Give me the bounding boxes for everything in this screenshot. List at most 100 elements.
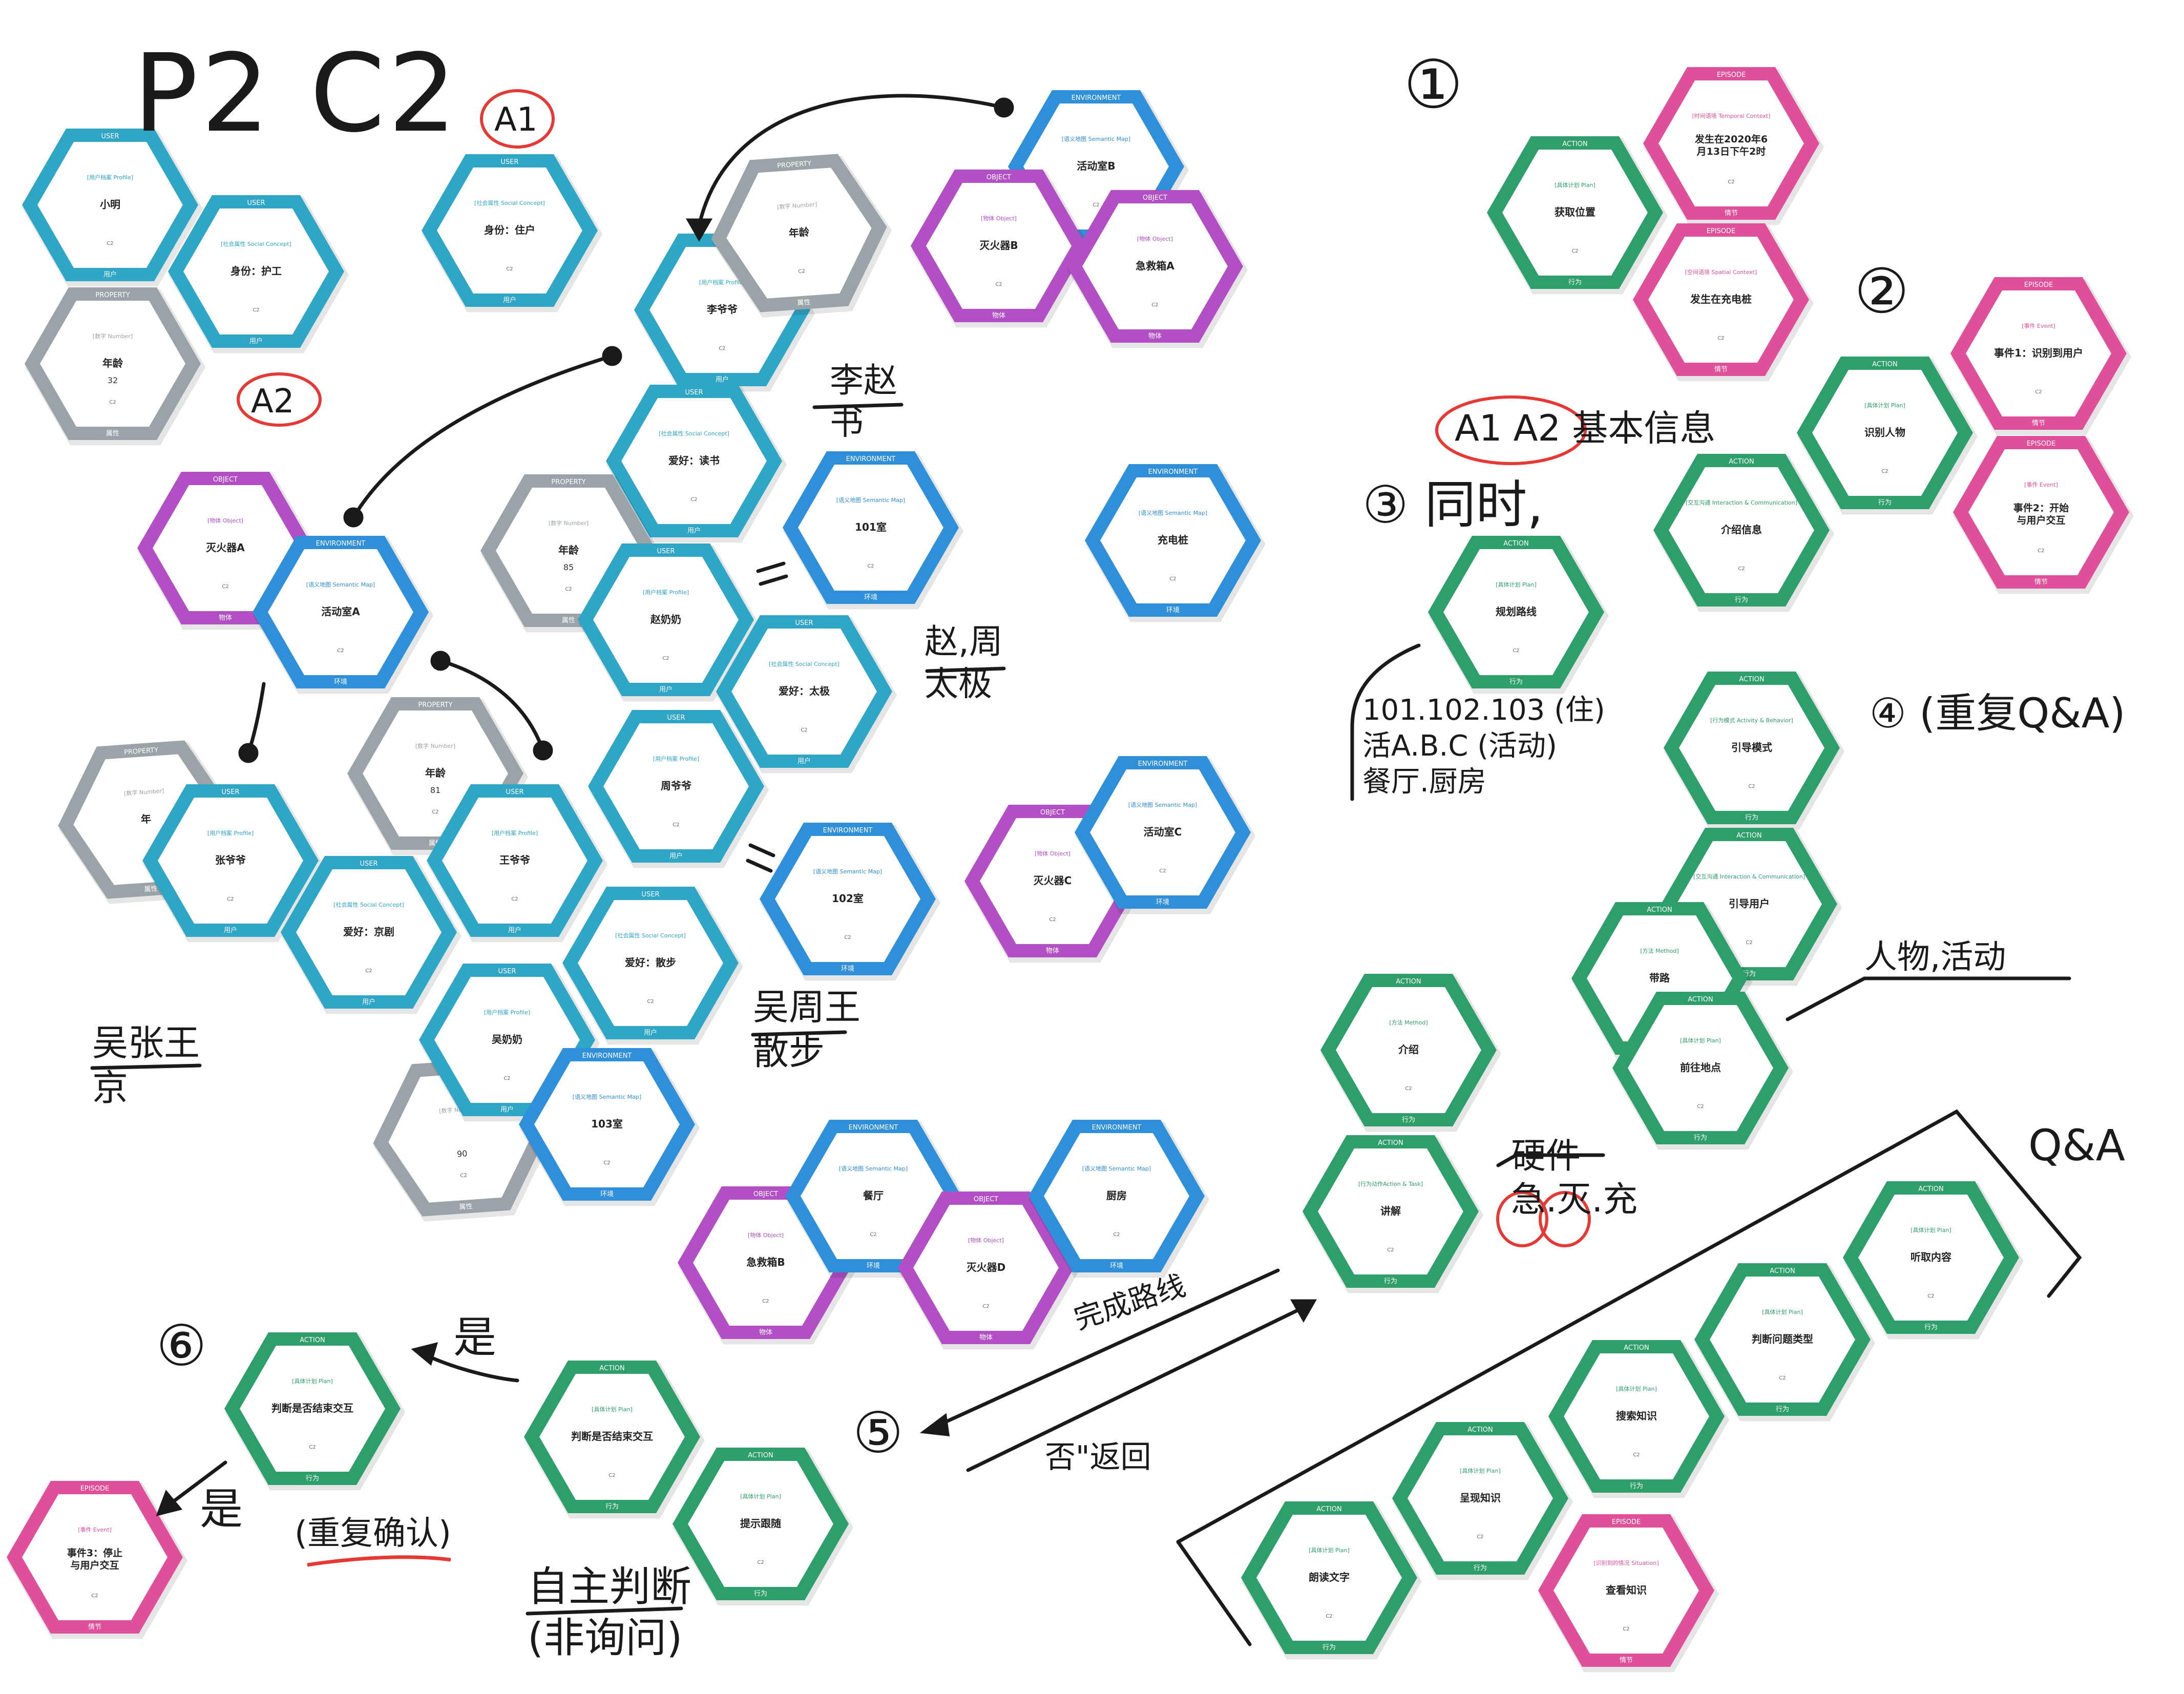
card-title: 搜索知识 xyxy=(1616,1410,1657,1422)
arrow-activity-to-extA xyxy=(351,354,614,519)
step5-label: ⑤ xyxy=(853,1400,904,1466)
hex-card-walk: USER 用户 [社会属性 Social Concept] 爱好：散步 C2 xyxy=(562,887,743,1045)
card-subtitle: [用户档案 Profile] xyxy=(653,755,699,762)
hex-card-time: EPISODE 情节 [时间语境 Temporal Context] 发生在2020年… xyxy=(1643,67,1824,225)
card-code: C2 xyxy=(309,1445,316,1450)
hex-card-read: ACTION 行为 [具体计划 Plan] 朗读文字 C2 xyxy=(1241,1501,1422,1660)
card-footer: 属性 xyxy=(459,1203,473,1211)
hex-card-explain: ACTION 行为 [行为动作Action & Task] 讲解 C2 xyxy=(1303,1135,1483,1293)
hex-card-roomA: ENVIRONMENT 环境 [语义地图 Semantic Map] 活动室A C2 xyxy=(253,536,433,694)
card-subtitle: [社会属性 Social Concept] xyxy=(221,240,291,247)
card-title: 前往地点 xyxy=(1680,1061,1721,1074)
a1-circle xyxy=(480,89,555,149)
card-subtitle: [用户档案 Profile] xyxy=(699,279,745,286)
card-title: 李爷爷 xyxy=(706,303,738,316)
arrowhead xyxy=(156,1490,183,1517)
card-header: ENVIRONMENT xyxy=(582,1052,632,1060)
card-face xyxy=(621,398,767,524)
card-face xyxy=(1628,1005,1773,1131)
card-subtitle: [空间语境 Spatial Context] xyxy=(1685,268,1757,276)
hardware-circle-2 xyxy=(1539,1191,1591,1247)
card-header: ACTION xyxy=(1467,1426,1493,1434)
card-code: C2 xyxy=(506,266,513,272)
card-face xyxy=(1408,1435,1553,1561)
hex-card-zhao: USER 用户 [用户档案 Profile] 赵奶奶 C2 xyxy=(578,543,759,702)
card-subtitle: [数字 Number] xyxy=(415,742,455,749)
card-code: C2 xyxy=(762,1299,769,1304)
card-face xyxy=(1669,467,1814,593)
arrow-dot xyxy=(430,651,451,671)
card-title: 102室 xyxy=(832,892,864,905)
hex-card-aidA: OBJECT 物体 [物体 Object] 急救箱A C2 xyxy=(1067,190,1248,348)
arrow-back xyxy=(928,1268,1280,1431)
card-code: C2 xyxy=(337,648,344,654)
hex-card-zhou: USER 用户 [用户档案 Profile] 周爷爷 C2 xyxy=(588,710,769,868)
card-subtitle: [物体 Object] xyxy=(968,1237,1004,1244)
card-footer: 物体 xyxy=(979,1334,993,1342)
card-face xyxy=(1443,549,1589,675)
card-footer: 属性 xyxy=(144,885,158,894)
card-title: 灭火器B xyxy=(979,239,1018,252)
card-code: C2 xyxy=(1728,179,1734,185)
card-header: ACTION xyxy=(1316,1505,1341,1513)
card-code: C2 xyxy=(1927,1293,1934,1299)
card-title: 发生在充电桩 xyxy=(1690,293,1752,305)
card-footer: 环境 xyxy=(841,965,854,973)
card-code: C2 xyxy=(673,822,679,828)
step6-label: ⑥ xyxy=(156,1313,207,1378)
step3-label: ③ 同时, xyxy=(1362,475,1543,535)
card-face xyxy=(1044,1133,1189,1259)
card-code: C2 xyxy=(719,346,725,351)
card-code: C2 xyxy=(1387,1247,1394,1253)
card-title: 获取位置 xyxy=(1555,206,1595,218)
card-header: ACTION xyxy=(1378,1139,1403,1147)
card-face xyxy=(1553,1528,1699,1654)
card-title: 带路 xyxy=(1649,972,1670,984)
card-title: 判断是否结束交互 xyxy=(271,1402,353,1414)
qa-label: Q&A xyxy=(2028,1120,2125,1170)
hex-card-getpos: ACTION 行为 [具体计划 Plan] 获取位置 C2 xyxy=(1487,136,1668,295)
card-subtitle: [事件 Event] xyxy=(2022,323,2055,329)
card-title: 年龄 xyxy=(788,226,810,240)
card-footer: 用户 xyxy=(659,685,673,694)
arrow-dot xyxy=(602,346,622,366)
card-footer: 情节 xyxy=(1725,210,1738,217)
card-title: 呈现知识 xyxy=(1460,1492,1501,1504)
step2-label: ② xyxy=(1854,256,1909,327)
hex-card-roomC: ENVIRONMENT 环境 [语义地图 Semantic Map] 活动室C C2 xyxy=(1075,756,1255,914)
card-subtitle: [社会属性 Social Concept] xyxy=(769,660,839,667)
wu-zhou-wang-note: 吴周王散步 xyxy=(753,986,860,1073)
card-face xyxy=(913,1205,1059,1331)
card-header: ENVIRONMENT xyxy=(849,1124,898,1132)
card-subtitle: [社会属性 Social Concept] xyxy=(333,901,404,908)
hex-card-present: ACTION 行为 [具体计划 Plan] 呈现知识 C2 xyxy=(1392,1422,1573,1580)
card-subtitle: [具体计划 Plan] xyxy=(592,1406,632,1413)
card-header: ENVIRONMENT xyxy=(823,827,873,834)
card-code: C2 xyxy=(1113,1232,1120,1238)
hex-card-extD: OBJECT 物体 [物体 Object] 灭火器D C2 xyxy=(898,1191,1079,1350)
card-face xyxy=(268,549,413,675)
card-face xyxy=(693,1200,838,1326)
card-face xyxy=(1858,1195,2004,1321)
card-title: 讲解 xyxy=(1380,1205,1401,1217)
card-footer: 情节 xyxy=(1714,366,1728,373)
card-subtitle: [语义地图 Semantic Map] xyxy=(1062,136,1130,142)
hex-card-qtype: ACTION 行为 [具体计划 Plan] 判断问题类型 C2 xyxy=(1694,1263,1875,1421)
hex-card-age32: PROPERTY 属性 [数字 Number] 年龄 32 C2 xyxy=(25,287,205,446)
card-code: C2 xyxy=(1093,202,1099,208)
card-footer: 物体 xyxy=(1046,947,1059,955)
self-judge-note: 自主判断(非询问) xyxy=(528,1563,691,1662)
wu-zhang-wang-note: 吴张王京 xyxy=(92,1022,200,1109)
underline-zhao-zhou xyxy=(925,666,1006,673)
card-face xyxy=(1679,685,1824,811)
card-subtitle: [具体计划 Plan] xyxy=(1762,1308,1802,1315)
card-subtitle: [具体计划 Plan] xyxy=(1910,1226,1951,1233)
card-footer: 行为 xyxy=(1568,279,1582,286)
arrow-dot xyxy=(238,743,259,763)
hex-card-zhang: USER 用户 [用户档案 Profile] 张爷爷 C2 xyxy=(142,784,323,943)
card-code: C2 xyxy=(511,896,518,902)
card-subtitle: [社会属性 Social Concept] xyxy=(474,199,545,206)
card-code: C2 xyxy=(1326,1614,1332,1619)
card-footer: 情节 xyxy=(88,1623,101,1631)
